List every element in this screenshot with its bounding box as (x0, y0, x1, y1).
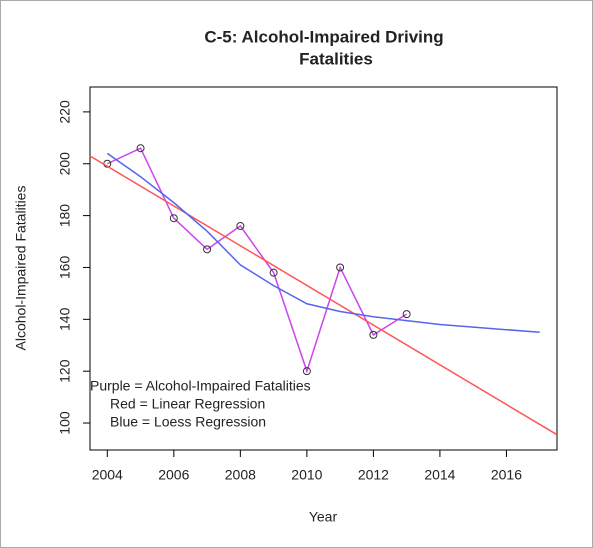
x-tick-label: 2012 (358, 467, 389, 483)
x-tick-label: 2010 (291, 467, 322, 483)
data-point (302, 367, 311, 376)
y-tick-label: 220 (57, 100, 73, 124)
x-tick-label: 2004 (92, 467, 123, 483)
data-point (336, 263, 345, 272)
y-tick-label: 200 (57, 152, 73, 176)
y-tick-label: 160 (57, 256, 73, 280)
annotation: Red = Linear Regression (110, 396, 265, 412)
annotation: Purple = Alcohol-Impaired Fatalities (90, 378, 311, 394)
y-tick-label: 180 (57, 204, 73, 228)
x-axis-label: Year (309, 509, 338, 525)
y-axis-label: Alcohol-Impaired Fatalities (13, 186, 29, 351)
x-tick-label: 2014 (424, 467, 455, 483)
annotation: Blue = Loess Regression (110, 414, 266, 430)
data-point (269, 268, 278, 277)
x-tick-label: 2016 (491, 467, 522, 483)
y-tick-label: 100 (57, 411, 73, 435)
data-point (169, 214, 178, 223)
series-line (106, 147, 408, 374)
y-tick-label: 140 (57, 307, 73, 331)
data-point (136, 144, 145, 153)
y-tick-label: 120 (57, 359, 73, 383)
x-tick-label: 2008 (225, 467, 256, 483)
chart-title: C-5: Alcohol-Impaired Driving (204, 27, 443, 46)
data-point (236, 221, 245, 230)
series-line (89, 155, 558, 436)
data-point (203, 245, 212, 254)
chart-title: Fatalities (299, 49, 373, 68)
series-line (106, 152, 540, 334)
data-point (369, 330, 378, 339)
x-tick-label: 2006 (158, 467, 189, 483)
data-point (402, 310, 411, 319)
plot-box (89, 86, 558, 451)
